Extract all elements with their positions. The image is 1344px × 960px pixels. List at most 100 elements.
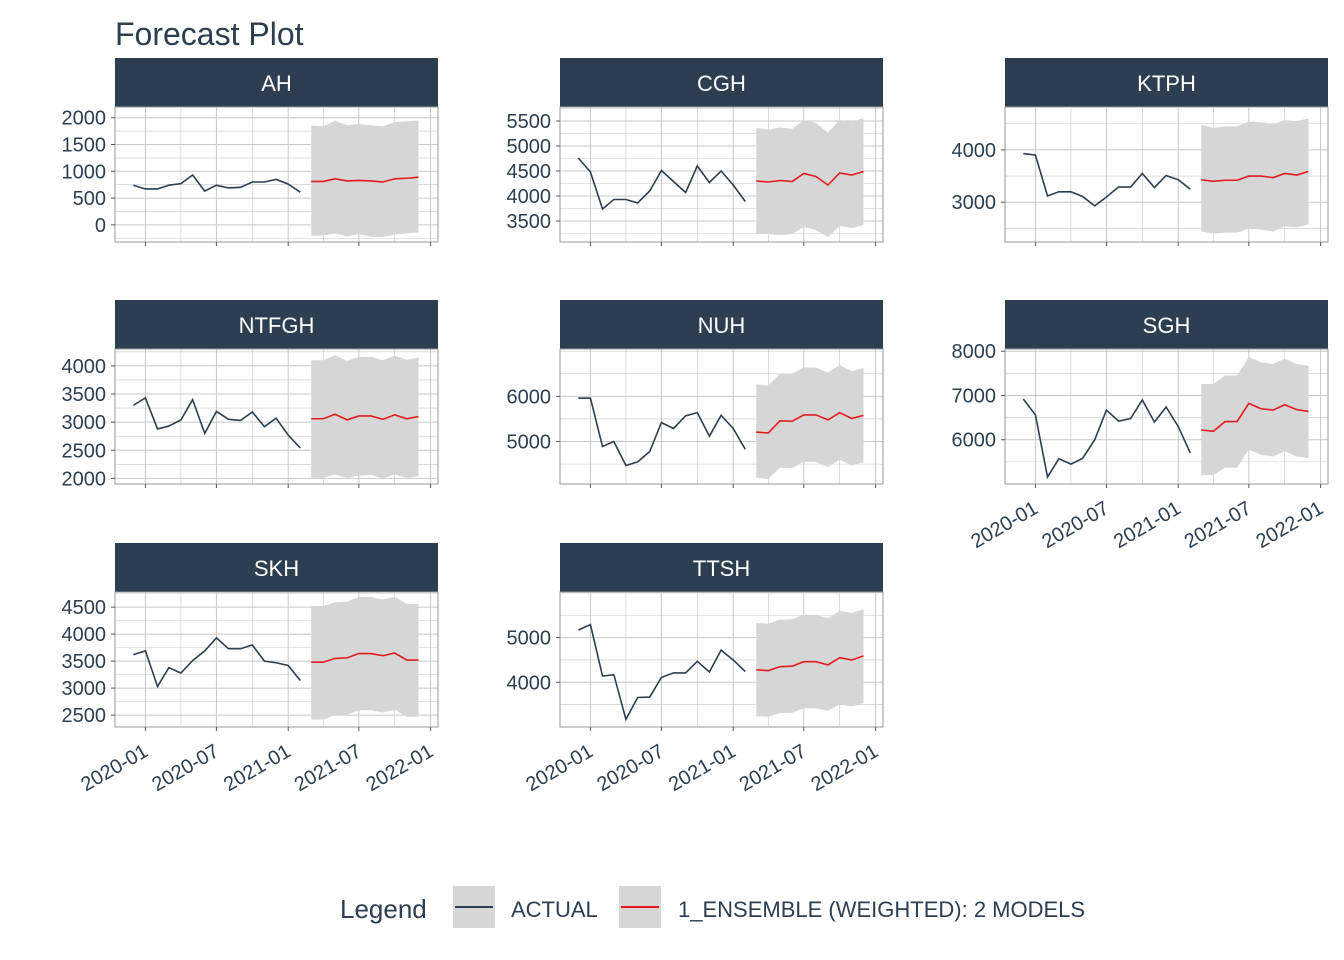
actual-line-cgh: [577, 157, 746, 211]
y-tick-label: 4500: [507, 161, 552, 183]
facet-label-cgh: CGH: [697, 71, 746, 96]
legend-title: Legend: [340, 894, 427, 924]
confidence-ribbon-nuh: [756, 365, 864, 480]
facet-nuh: NUH 5000 6000: [507, 300, 884, 488]
facet-strip-ah: [115, 58, 438, 107]
facet-grid: AH 0 500 1000 1500 2000 CGH 3500 4000 4500 5000 550…: [62, 58, 1329, 796]
panel-border-ntfgh: [114, 348, 439, 485]
forecast-line-ah: [311, 176, 419, 183]
actual-line-skh: [133, 636, 301, 689]
facet-skh: SKH250030003500400045002020-012020-07202…: [62, 543, 439, 796]
facet-strip-cgh: [560, 58, 883, 107]
facet-label-ttsh: TTSH: [693, 556, 750, 581]
actual-line-nuh: [578, 397, 746, 467]
y-tick-label: 6000: [507, 386, 552, 408]
panel-border-ttsh: [559, 591, 884, 728]
facet-label-sgh: SGH: [1143, 313, 1191, 338]
y-tick-label: 0: [95, 215, 106, 237]
facet-label-ah: AH: [261, 71, 292, 96]
facet-strip-skh: [115, 543, 438, 592]
legend-label-forecast: 1_ENSEMBLE (WEIGHTED): 2 MODELS: [678, 897, 1085, 922]
facet-label-ktph: KTPH: [1137, 71, 1196, 96]
facet-label-ntfgh: NTFGH: [239, 313, 315, 338]
y-tick-label: 3000: [62, 678, 107, 700]
y-tick-label: 4000: [62, 624, 107, 646]
y-tick-label: 4000: [952, 140, 997, 162]
confidence-ribbon-ah: [311, 120, 419, 238]
x-tick-label: 2020-07: [148, 740, 223, 796]
actual-line-ktph: [1023, 152, 1191, 207]
x-tick-label: 2020-01: [522, 740, 597, 796]
x-tick-label: 2021-07: [291, 740, 366, 796]
facet-strip-ktph: [1005, 58, 1328, 107]
y-tick-label: 2500: [62, 440, 107, 462]
x-tick-label: 2020-01: [77, 740, 152, 796]
facet-label-nuh: NUH: [698, 313, 746, 338]
confidence-ribbon-ntfgh: [311, 355, 419, 479]
y-tick-label: 3000: [952, 192, 997, 214]
facet-ttsh: TTSH 4000 5000 2020-012020-072021-012021-07…: [507, 543, 884, 796]
y-tick-label: 5000: [507, 136, 552, 158]
y-tick-label: 8000: [952, 341, 997, 363]
y-tick-label: 3000: [62, 412, 107, 434]
facet-strip-ntfgh: [115, 300, 438, 349]
facet-strip-ttsh: [560, 543, 883, 592]
actual-line-ah: [133, 173, 301, 193]
facet-strip-nuh: [560, 300, 883, 349]
y-tick-label: 1500: [62, 135, 107, 157]
legend: Legend ACTUAL 1_ENSEMBLE (WEIGHTED): 2 M…: [340, 886, 1085, 928]
y-tick-label: 5000: [507, 628, 552, 650]
forecast-line-ttsh: [756, 655, 864, 672]
y-tick-label: 5500: [507, 111, 552, 133]
y-tick-label: 3500: [62, 651, 107, 673]
panel-border-cgh: [559, 106, 884, 243]
x-tick-label: 2022-01: [808, 740, 883, 796]
chart-title: Forecast Plot: [115, 16, 304, 52]
actual-line-sgh: [1022, 398, 1192, 480]
facet-sgh: SGH 6000 7000 8000 2020-012020-072021-012021…: [952, 300, 1329, 553]
y-tick-label: 6000: [952, 430, 997, 452]
x-tick-label: 2021-07: [736, 740, 811, 796]
panel-border-ktph: [1004, 106, 1329, 243]
facet-ah: AH 0 500 1000 1500 2000: [62, 58, 439, 246]
x-tick-label: 2021-01: [665, 740, 740, 796]
facet-ktph: KTPH 3000 4000: [952, 58, 1329, 246]
y-tick-label: 7000: [952, 385, 997, 407]
legend-label-actual: ACTUAL: [511, 897, 598, 922]
x-tick-label: 2020-07: [593, 740, 668, 796]
confidence-ribbon-cgh: [756, 118, 864, 237]
actual-line-ttsh: [578, 623, 746, 722]
y-tick-label: 5000: [507, 432, 552, 454]
x-tick-label: 2021-01: [1110, 497, 1185, 553]
y-tick-label: 2000: [62, 108, 107, 130]
x-tick-label: 2022-01: [1253, 497, 1328, 553]
y-tick-label: 4500: [62, 597, 107, 619]
y-tick-label: 1000: [62, 161, 107, 183]
forecast-line-skh: [311, 652, 419, 664]
y-tick-label: 4000: [507, 186, 552, 208]
panel-border-nuh: [559, 348, 884, 485]
panel-border-sgh: [1004, 348, 1329, 485]
forecast-line-ktph: [1201, 170, 1309, 183]
forecast-line-nuh: [756, 411, 864, 434]
forecast-line-ntfgh: [311, 413, 419, 421]
x-tick-label: 2021-01: [220, 740, 295, 796]
y-tick-label: 4000: [62, 356, 107, 378]
forecast-line-sgh: [1201, 402, 1309, 433]
y-tick-label: 3500: [62, 384, 107, 406]
facet-strip-sgh: [1005, 300, 1328, 349]
facet-ntfgh: NTFGH 2000 2500 3000 3500 4000: [62, 300, 439, 490]
confidence-ribbon-sgh: [1201, 356, 1309, 476]
y-tick-label: 4000: [507, 672, 552, 694]
y-tick-label: 2500: [62, 705, 107, 727]
y-tick-label: 3500: [507, 211, 552, 233]
facet-label-skh: SKH: [254, 556, 299, 581]
x-tick-label: 2020-07: [1038, 497, 1113, 553]
y-tick-label: 500: [73, 188, 106, 210]
panel-border-ah: [114, 106, 439, 243]
facet-cgh: CGH 3500 4000 4500 5000 5500: [507, 58, 884, 246]
y-tick-label: 2000: [62, 468, 107, 490]
actual-line-ntfgh: [132, 396, 301, 449]
forecast-line-cgh: [756, 170, 864, 187]
